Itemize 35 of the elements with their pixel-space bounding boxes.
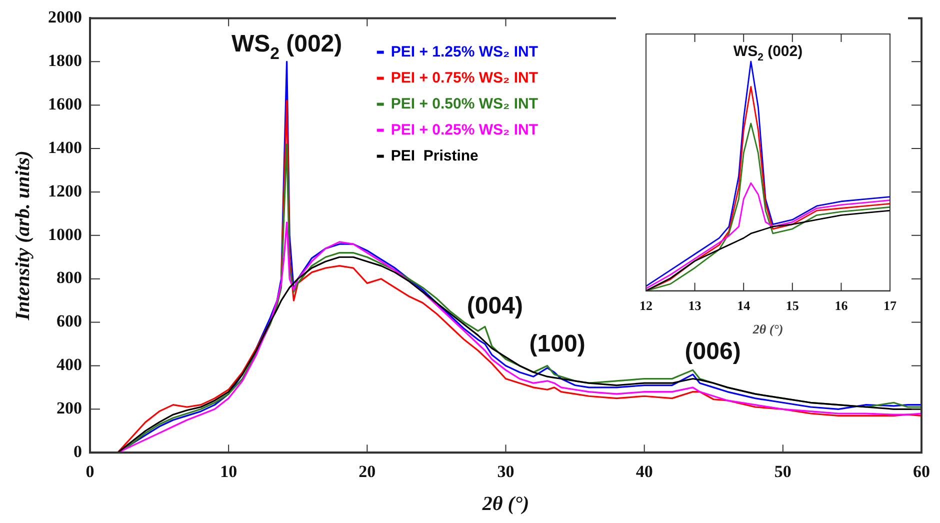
x-tick-label: 16 bbox=[834, 298, 848, 313]
x-tick-label: 14 bbox=[737, 298, 751, 313]
y-tick-label: 400 bbox=[56, 355, 82, 374]
x-axis-title: 2θ (°) bbox=[481, 493, 530, 516]
y-tick-label: 1200 bbox=[48, 181, 82, 200]
y-tick-label: 1800 bbox=[48, 51, 82, 70]
legend-label: PEI + 1.25% WS₂ INT bbox=[390, 43, 538, 60]
x-tick-label: 20 bbox=[358, 462, 376, 482]
legend-label: PEI + 0.50% WS₂ INT bbox=[390, 95, 538, 112]
x-tick-label: 60 bbox=[913, 462, 930, 482]
x-tick-label: 50 bbox=[774, 462, 792, 482]
y-axis-title: Intensity (arb. units) bbox=[12, 150, 34, 322]
x-tick-label: 40 bbox=[636, 462, 653, 482]
y-tick-label: 1000 bbox=[48, 224, 82, 244]
y-tick-label: 200 bbox=[56, 398, 82, 418]
y-tick-label: 800 bbox=[56, 268, 82, 288]
legend-label: PEI Pristine bbox=[390, 147, 478, 164]
x-tick-label: 17 bbox=[884, 298, 897, 313]
annotation: (006) bbox=[684, 338, 741, 366]
x-axis-title: 2θ (°) bbox=[752, 322, 784, 337]
annotation: (004) bbox=[466, 292, 523, 320]
x-tick-label: 12 bbox=[640, 298, 652, 313]
legend-label: PEI + 0.25% WS₂ INT bbox=[390, 121, 538, 138]
legend-label: PEI + 0.75% WS₂ INT bbox=[390, 69, 538, 86]
y-tick-label: 2000 bbox=[48, 8, 82, 27]
y-tick-label: 1600 bbox=[48, 94, 82, 114]
x-tick-label: 0 bbox=[86, 462, 94, 482]
x-tick-label: 15 bbox=[786, 298, 800, 313]
y-tick-label: 1400 bbox=[48, 138, 82, 157]
y-tick-label: 600 bbox=[56, 312, 82, 331]
y-tick-label: 0 bbox=[74, 442, 82, 461]
x-tick-label: 30 bbox=[497, 462, 514, 482]
x-tick-label: 10 bbox=[220, 462, 238, 482]
annotation: (100) bbox=[529, 330, 586, 358]
x-tick-label: 13 bbox=[688, 298, 702, 313]
